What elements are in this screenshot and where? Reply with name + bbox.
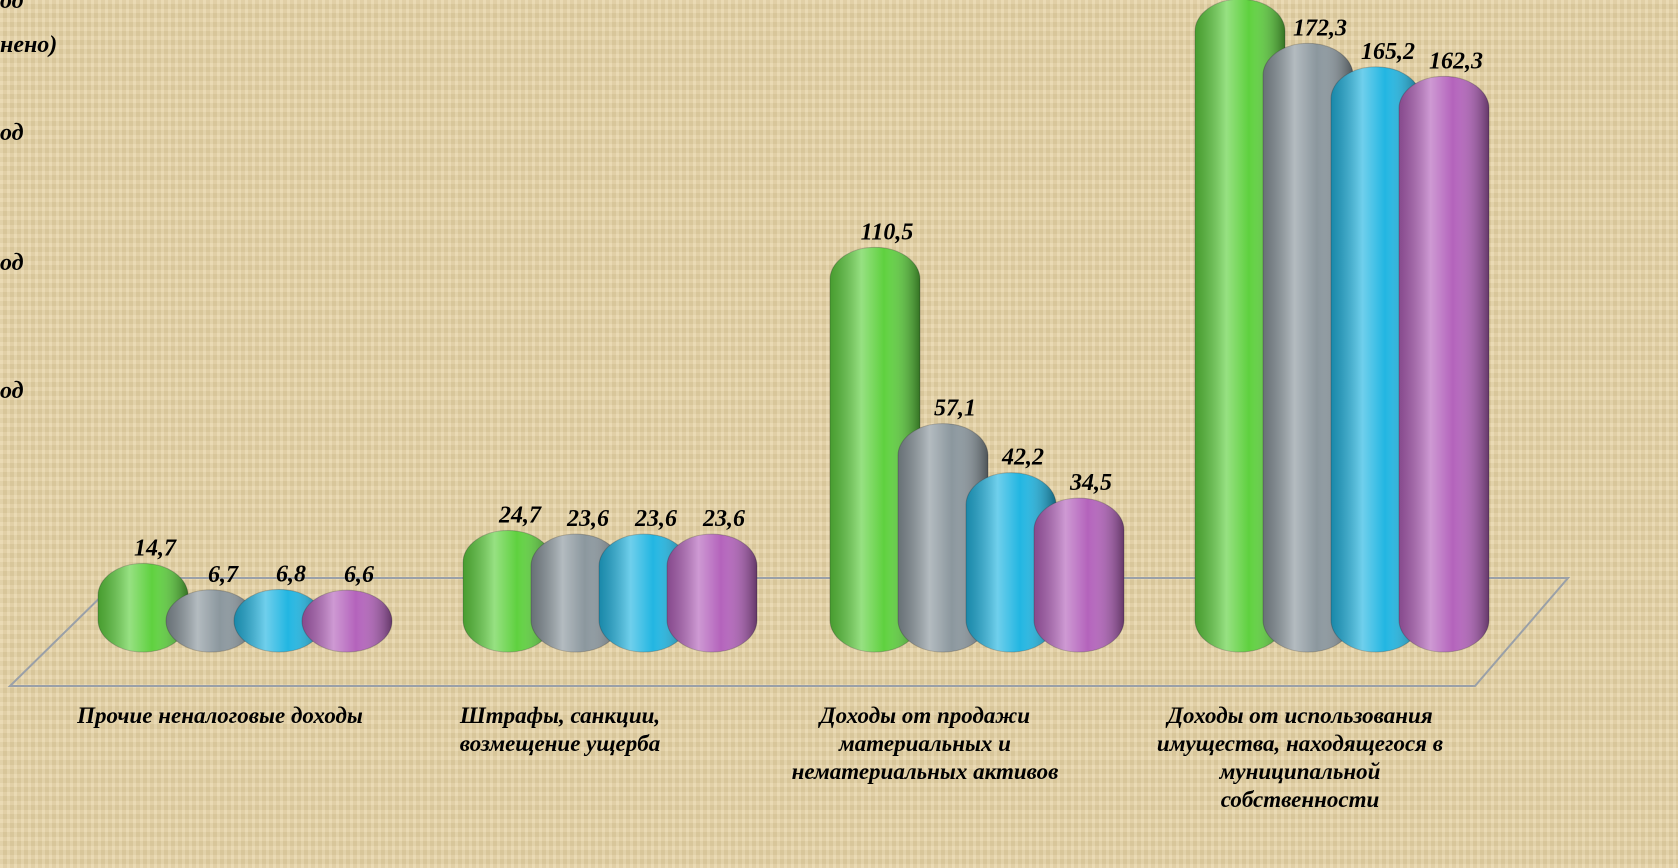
value-label: 165,2 [1361, 39, 1415, 65]
category-label: Доходы от продажи материальных и нематер… [791, 703, 1059, 784]
bar [1398, 75, 1490, 653]
value-label: 6,6 [344, 562, 374, 588]
value-label: 6,8 [276, 562, 306, 588]
value-label: 57,1 [934, 396, 976, 422]
value-label: 14,7 [134, 535, 177, 561]
legend-text: од [0, 120, 24, 146]
value-label: 23,6 [566, 506, 609, 532]
value-label: 23,6 [634, 506, 677, 532]
value-label: 42,2 [1001, 445, 1044, 471]
legend-text: од [0, 378, 24, 404]
legend-text: од [0, 0, 24, 14]
legend-text: од [0, 250, 24, 276]
value-label: 34,5 [1069, 470, 1112, 496]
value-label: 6,7 [208, 562, 239, 588]
category-label: Штрафы, санкции, возмещение ущерба [459, 703, 661, 756]
value-label: 172,3 [1293, 15, 1347, 41]
value-label: 162,3 [1429, 48, 1483, 74]
legend-text: нено) [0, 32, 57, 58]
category-label: Доходы от использования имущества, наход… [1156, 703, 1444, 812]
bar [301, 589, 393, 653]
value-label: 110,5 [861, 219, 914, 245]
bar [1033, 497, 1125, 653]
value-label: 23,6 [702, 506, 745, 532]
category-label: Прочие неналоговые доходы [77, 703, 363, 728]
value-label: 24,7 [498, 502, 542, 528]
bar [666, 533, 758, 653]
